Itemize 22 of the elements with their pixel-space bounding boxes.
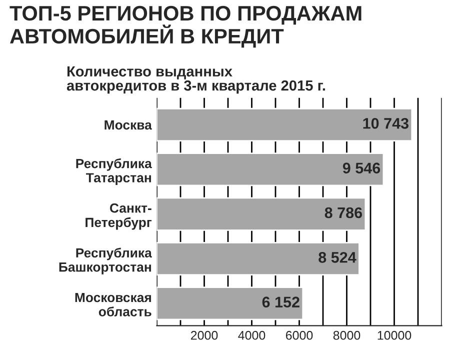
data-label: 8 524 (318, 252, 356, 263)
x-tick-label: 4000 (238, 330, 266, 340)
chart-subtitle: Количество выданных автокредитов в 3-м квартале 2015 г. (66, 66, 325, 94)
bar (156, 242, 360, 276)
chart-title: ТОП-5 РЕГИОНОВ ПО ПРОДАЖАМ АВТОМОБИЛЕЙ В КРЕДИТ (10, 6, 362, 48)
y-tick-label: Санкт- Петербург (86, 203, 152, 230)
bar (156, 152, 384, 186)
x-tick-label: 2000 (190, 330, 218, 340)
y-tick-label: Республика Татарстан (76, 158, 152, 186)
data-label: 8 786 (324, 207, 362, 218)
x-tick-label: 8000 (333, 330, 360, 340)
y-tick-label: Москва (104, 120, 152, 130)
bar (156, 197, 366, 231)
data-label: 10 743 (363, 118, 408, 129)
x-tick-label: 6000 (286, 330, 313, 340)
bar (156, 108, 413, 142)
x-tick-label: 10000 (378, 330, 412, 340)
y-tick-label: Московская область (75, 292, 152, 316)
data-label: 9 546 (342, 162, 380, 174)
bar (156, 286, 304, 320)
y-tick-label: Республика Башкортостан (59, 248, 152, 274)
data-label: 6 152 (262, 296, 300, 308)
